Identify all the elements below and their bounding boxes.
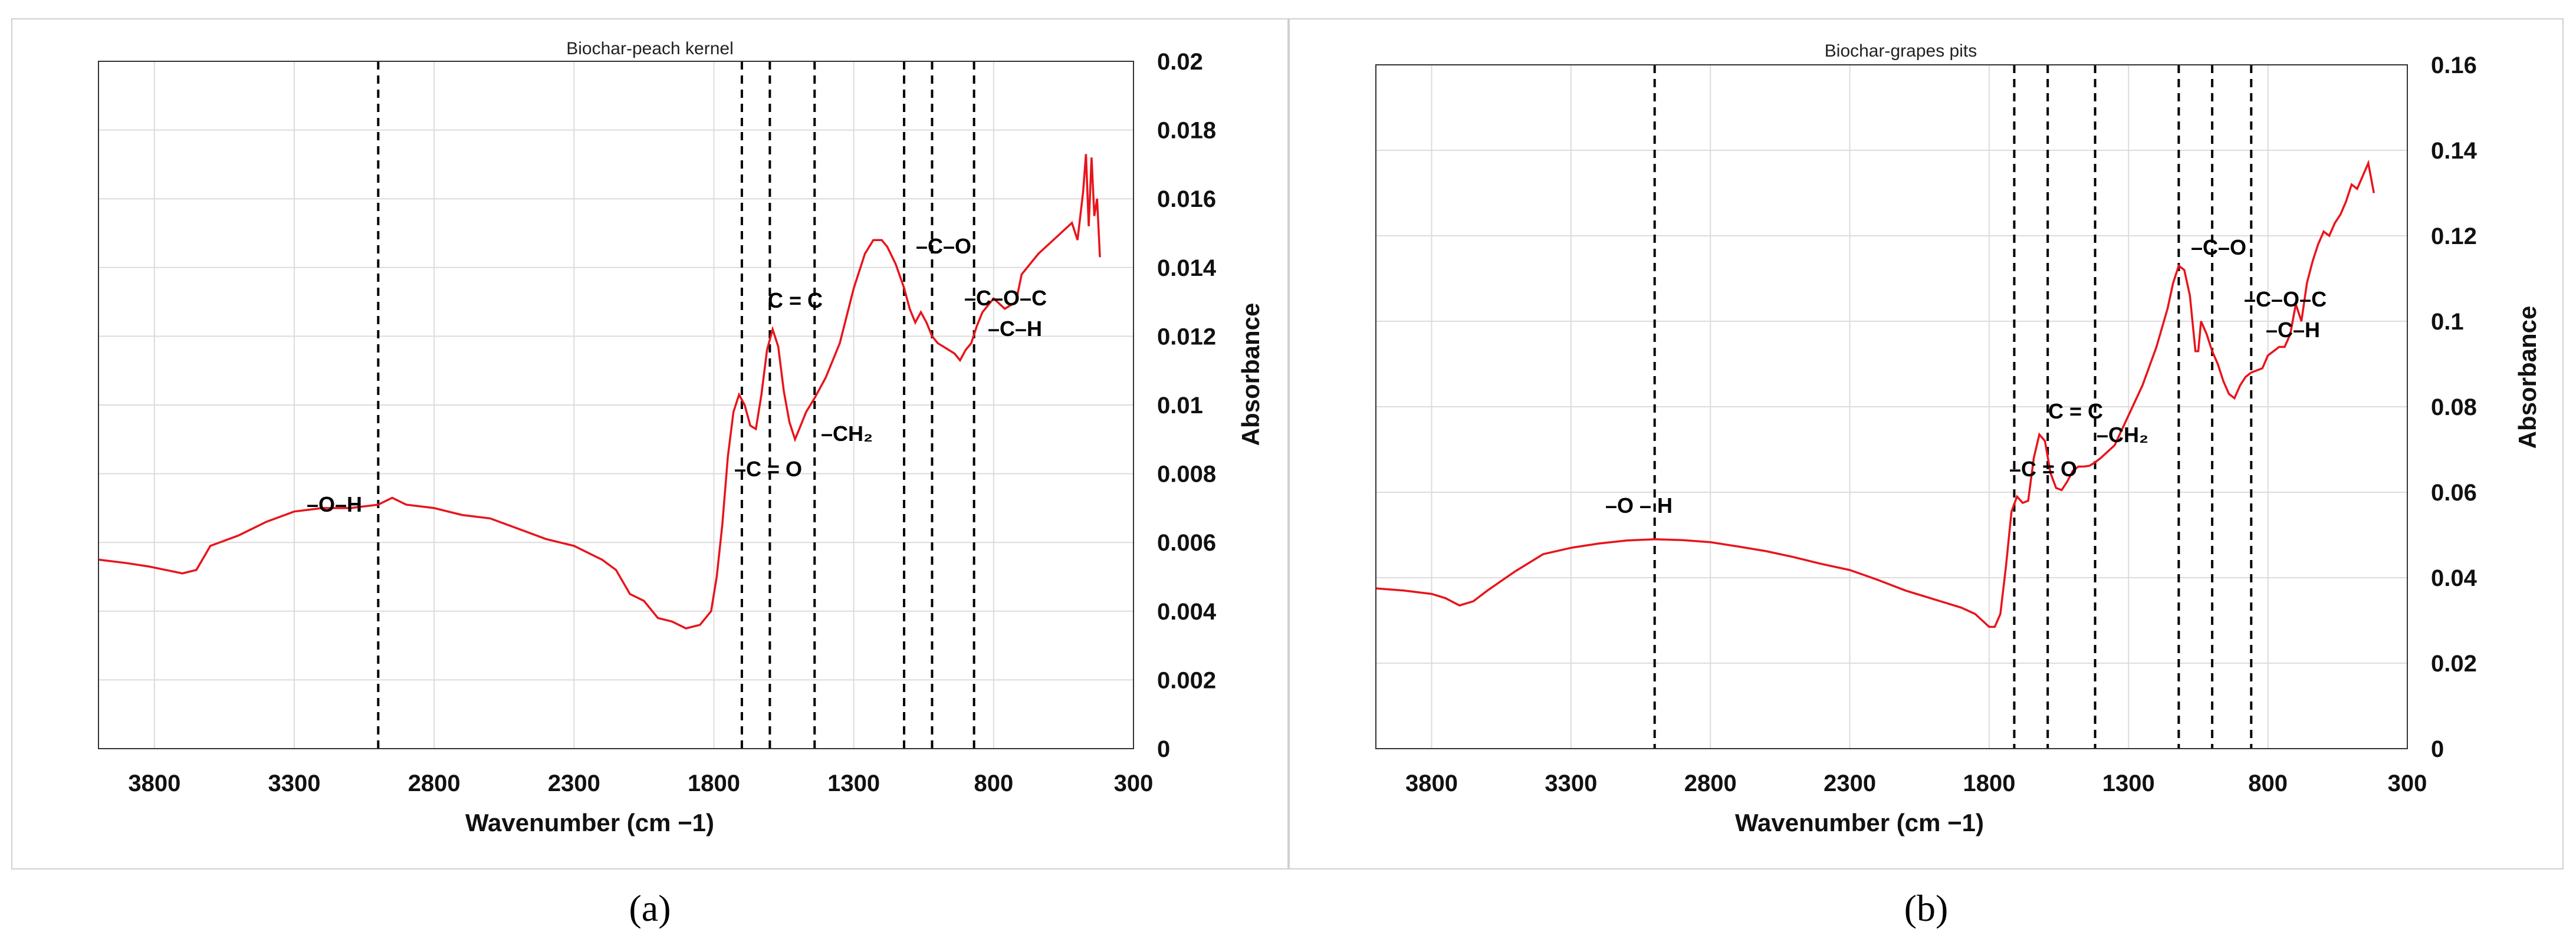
peak-label: –O – H — [1605, 493, 1673, 518]
y-tick-label: 0.12 — [2431, 223, 2477, 249]
x-tick-label: 1300 — [827, 770, 880, 796]
panel-b-spectrum-line — [1375, 159, 2375, 628]
panel-a-plot-area — [98, 61, 1134, 749]
panel-a-x-tick-labels: 3800 3300 2800 2300 1800 1300 800 300 — [128, 770, 1153, 796]
peak-label: –C = O — [734, 457, 802, 481]
peak-label: –C = O — [2009, 457, 2077, 481]
peak-label: –C–H — [988, 317, 1042, 341]
panel-a-frame — [11, 18, 1289, 869]
panel-a-title: Biochar-peach kernel — [566, 39, 734, 58]
x-tick-label: 800 — [2248, 770, 2288, 796]
peak-label: –C–O — [916, 234, 971, 258]
x-tick-label: 3800 — [1405, 770, 1458, 796]
peak-label: C = C — [768, 288, 823, 312]
panel-a-reference-lines — [377, 61, 975, 749]
panel-a-y-axis-label: Absorbance — [1237, 303, 1264, 446]
peak-label: –CH₂ — [2097, 423, 2148, 447]
peak-label: –CH₂ — [821, 421, 873, 446]
x-tick-label: 2800 — [1684, 770, 1737, 796]
y-tick-label: 0.06 — [2431, 480, 2477, 506]
peak-label: –C–O–C — [964, 286, 1047, 310]
peak-label: –C–O–C — [2244, 287, 2327, 311]
y-tick-label: 0.14 — [2431, 138, 2478, 164]
x-tick-label: 2800 — [408, 770, 461, 796]
x-tick-label: 3300 — [1545, 770, 1597, 796]
x-tick-label: 2300 — [1823, 770, 1876, 796]
panel-b-title: Biochar-grapes pits — [1825, 41, 1977, 61]
chart-panel-b: Biochar-grapes pits 3800 3300 2800 2300 1800… — [1289, 18, 2564, 869]
panel-b-gridlines — [1376, 64, 2408, 749]
panel-b-frame — [1289, 18, 2564, 869]
panel-a-x-axis-label: Wavenumber (cm −1) — [465, 809, 714, 836]
y-tick-label: 0.012 — [1157, 324, 1216, 350]
x-tick-label: 1300 — [2102, 770, 2155, 796]
y-tick-label: 0.16 — [2431, 52, 2477, 78]
y-tick-label: 0.004 — [1157, 599, 1217, 625]
x-tick-label: 1800 — [688, 770, 740, 796]
peak-label: –O–H — [307, 492, 362, 516]
y-tick-label: 0 — [2431, 736, 2444, 762]
y-tick-label: 0.02 — [1157, 49, 1203, 75]
x-tick-label: 800 — [974, 770, 1013, 796]
panel-b-y-axis-label: Absorbance — [2513, 306, 2541, 449]
y-tick-label: 0.08 — [2431, 394, 2477, 420]
y-tick-label: 0.006 — [1157, 530, 1216, 556]
panel-a-y-tick-labels: 0 0.002 0.004 0.006 0.008 0.01 0.012 0.014 0.016… — [1157, 49, 1217, 762]
panel-a-gridlines — [98, 61, 1134, 749]
panel-a-letter: (a) — [629, 887, 671, 929]
y-tick-label: 0.04 — [2431, 565, 2478, 591]
peak-label: C = C — [2048, 399, 2103, 423]
chart-panel-a: Biochar-peach kernel 3800 3300 2800 2300 180… — [11, 18, 1289, 869]
y-tick-label: 0.1 — [2431, 309, 2464, 335]
panel-b-peak-labels: –O – H –C = O C = C–CH₂ –C–O –C–O–C –C–H — [1605, 235, 2327, 518]
x-tick-label: 300 — [1114, 770, 1154, 796]
panel-b-x-axis-label: Wavenumber (cm −1) — [1735, 809, 1984, 836]
y-tick-label: 0.008 — [1157, 462, 1216, 488]
panel-b-letter: (b) — [1904, 887, 1949, 929]
y-tick-label: 0.02 — [2431, 651, 2477, 677]
y-tick-label: 0.014 — [1157, 255, 1217, 281]
panel-a-peak-labels: –O–H –C = O C = C –CH₂ –C–O –C–O–C –C–H — [307, 234, 1047, 516]
peak-label: –C–O — [2191, 235, 2246, 259]
x-tick-label: 1800 — [1963, 770, 2015, 796]
panel-b-plot-area — [1375, 64, 2408, 749]
y-tick-label: 0.016 — [1157, 186, 1216, 212]
x-tick-label: 2300 — [548, 770, 600, 796]
panel-b-x-tick-labels: 3800 3300 2800 2300 1800 1300 800 300 — [1405, 770, 2427, 796]
x-tick-label: 300 — [2388, 770, 2427, 796]
x-tick-label: 3800 — [128, 770, 180, 796]
peak-label: –C–H — [2266, 318, 2320, 342]
y-tick-label: 0.01 — [1157, 393, 1203, 419]
y-tick-label: 0.018 — [1157, 118, 1216, 144]
y-tick-label: 0.002 — [1157, 667, 1216, 693]
y-tick-label: 0 — [1157, 736, 1170, 762]
panel-b-y-tick-labels: 0 0.02 0.04 0.06 0.08 0.1 0.12 0.14 0.16 — [2431, 52, 2478, 762]
panel-b-reference-lines — [1653, 65, 2253, 749]
x-tick-label: 3300 — [268, 770, 321, 796]
panel-a-spectrum-line — [98, 154, 1101, 630]
